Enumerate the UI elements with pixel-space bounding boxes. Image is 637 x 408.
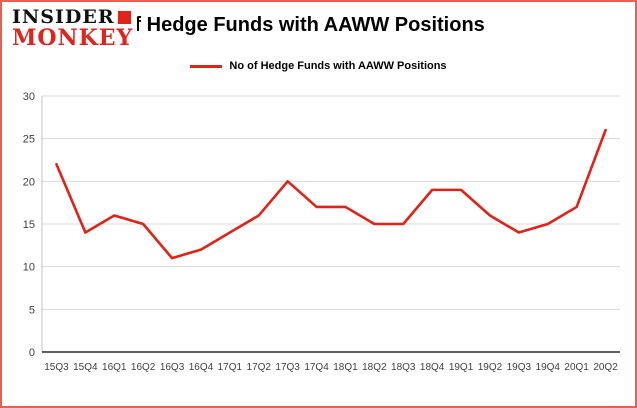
insider-monkey-logo: INSIDER MONKEY bbox=[12, 6, 138, 52]
legend-line-swatch bbox=[190, 64, 223, 68]
svg-text:18Q2: 18Q2 bbox=[362, 362, 387, 373]
svg-text:16Q2: 16Q2 bbox=[131, 362, 156, 373]
svg-text:17Q2: 17Q2 bbox=[247, 362, 272, 373]
svg-text:19Q4: 19Q4 bbox=[536, 362, 561, 373]
svg-text:5: 5 bbox=[29, 304, 35, 316]
svg-text:19Q2: 19Q2 bbox=[478, 362, 503, 373]
svg-text:16Q3: 16Q3 bbox=[160, 362, 185, 373]
svg-text:17Q1: 17Q1 bbox=[218, 362, 243, 373]
svg-text:18Q1: 18Q1 bbox=[333, 362, 358, 373]
svg-text:20Q1: 20Q1 bbox=[564, 362, 589, 373]
logo-monkey-text: MONKEY bbox=[12, 25, 134, 52]
svg-text:15Q4: 15Q4 bbox=[73, 362, 98, 373]
page-title: No of Hedge Funds with AAWW Positions bbox=[90, 14, 485, 36]
svg-text:19Q3: 19Q3 bbox=[507, 362, 532, 373]
logo-red-square-icon bbox=[117, 11, 131, 25]
svg-text:20Q2: 20Q2 bbox=[593, 362, 618, 373]
svg-text:16Q1: 16Q1 bbox=[102, 362, 127, 373]
svg-text:19Q1: 19Q1 bbox=[449, 362, 474, 373]
logo-line1: INSIDER bbox=[12, 6, 133, 28]
svg-text:25: 25 bbox=[23, 134, 35, 146]
svg-text:17Q4: 17Q4 bbox=[304, 362, 329, 373]
legend-label: No of Hedge Funds with AAWW Positions bbox=[229, 60, 447, 72]
svg-text:18Q4: 18Q4 bbox=[420, 362, 445, 373]
svg-text:18Q3: 18Q3 bbox=[391, 362, 416, 373]
svg-text:15: 15 bbox=[23, 219, 35, 231]
logo-insider-text: INSIDER bbox=[12, 6, 115, 28]
line-chart: 0 5 10 15 20 25 30 15Q3 15Q4 16Q1 16Q2 16Q3 16Q4 17Q1… bbox=[23, 91, 620, 373]
svg-text:10: 10 bbox=[23, 262, 35, 274]
svg-text:0: 0 bbox=[29, 347, 35, 359]
svg-text:20: 20 bbox=[23, 176, 35, 188]
svg-text:16Q4: 16Q4 bbox=[189, 362, 214, 373]
svg-text:15Q3: 15Q3 bbox=[44, 362, 69, 373]
chart-legend: No of Hedge Funds with AAWW Positions bbox=[2, 60, 635, 72]
svg-text:17Q3: 17Q3 bbox=[275, 362, 300, 373]
svg-text:30: 30 bbox=[23, 91, 35, 103]
